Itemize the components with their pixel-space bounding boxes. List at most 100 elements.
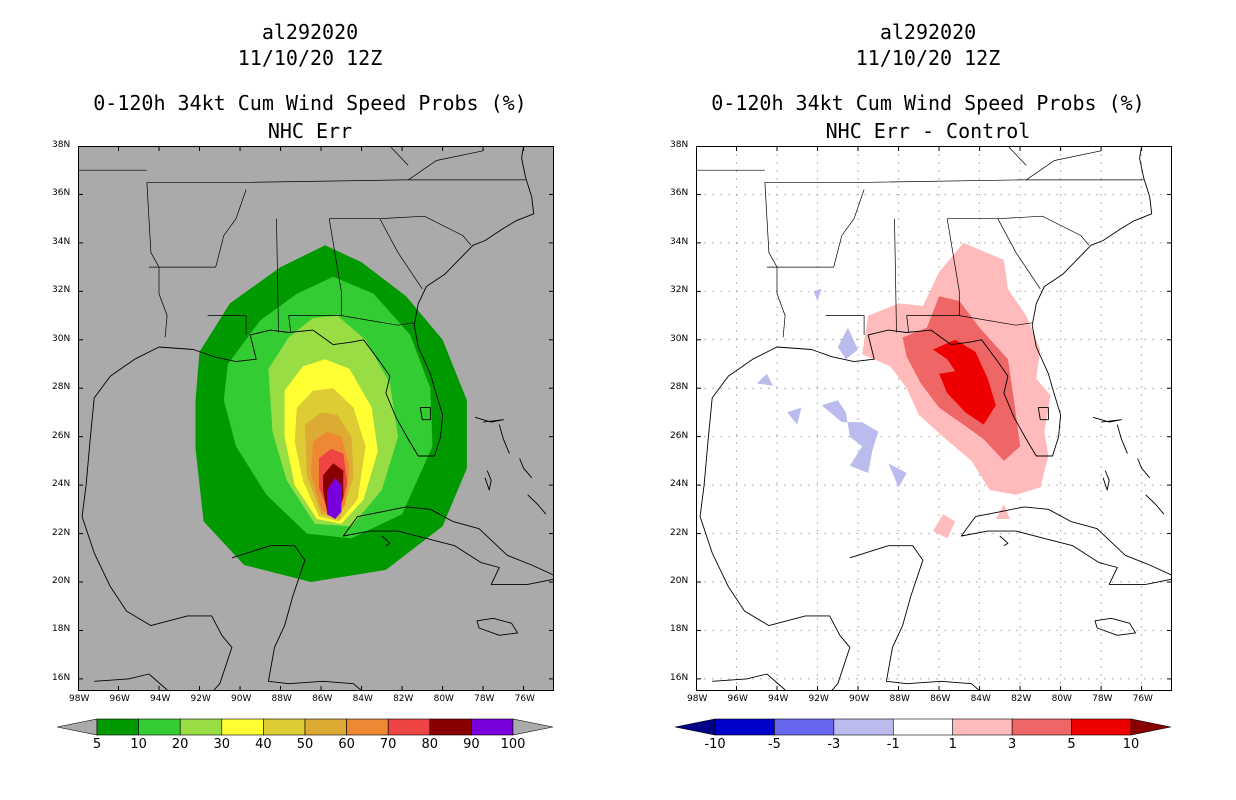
map-border: [78, 146, 554, 691]
colorbar-label: 3: [1008, 737, 1017, 752]
colorbar-segment: [96, 718, 139, 736]
left-map: [78, 146, 554, 691]
lat-label: 34N: [670, 236, 689, 247]
state-boundary: [146, 179, 526, 183]
lake-outline: [419, 407, 431, 421]
left-storm-id: al292020: [261, 20, 359, 44]
lon-label: 88W: [889, 694, 910, 704]
lon-label: 80W: [433, 694, 454, 704]
island-outline: [498, 424, 510, 454]
state-boundary: [1007, 146, 1027, 166]
lon-label: 92W: [808, 694, 829, 704]
state-boundary: [764, 182, 778, 268]
state-boundary: [833, 189, 865, 268]
cuba-outline: [960, 506, 1172, 585]
island-outline: [1137, 458, 1151, 479]
island-outline: [1145, 494, 1165, 515]
colorbar-label: 5: [92, 737, 102, 752]
island-outline: [1092, 416, 1122, 423]
left-subtitle: NHC Err: [267, 119, 353, 143]
lat-label: 34N: [52, 236, 71, 247]
lon-label: 98W: [687, 694, 708, 704]
lat-label: 38N: [52, 140, 71, 150]
state-boundary: [1026, 150, 1102, 181]
lon-label: 92W: [190, 694, 211, 704]
island-outline: [1116, 424, 1128, 454]
lat-label: 28N: [52, 382, 71, 393]
lat-label: 20N: [52, 576, 71, 586]
left-datetime: 11/10/20 12Z: [237, 46, 383, 70]
island-outline: [999, 535, 1009, 547]
lat-label: 26N: [52, 430, 71, 441]
coastline: [81, 146, 535, 691]
lon-label: 78W: [474, 694, 495, 704]
right-subtitle: NHC Err - Control: [825, 119, 1031, 143]
lat-label: 18N: [52, 624, 71, 635]
colorbar-segment: [833, 718, 894, 736]
state-boundary: [146, 182, 160, 268]
lon-label: 94W: [768, 694, 789, 704]
colorbar-label: 40: [255, 737, 272, 752]
colorbar-segment: [138, 718, 181, 736]
colorbar-high-arrow: [512, 718, 553, 736]
lon-label: 94W: [150, 694, 171, 704]
island-outline: [474, 416, 504, 423]
state-boundary: [959, 315, 1033, 326]
island-outline: [484, 470, 492, 491]
lon-label: 78W: [1092, 694, 1113, 704]
lon-label: 90W: [849, 694, 870, 704]
negative-difference-contour: [821, 400, 879, 473]
colorbar-segment: [304, 718, 347, 736]
lon-label: 84W: [352, 694, 373, 704]
lat-label: 22N: [670, 527, 689, 538]
state-boundary: [215, 189, 247, 268]
cuba-outline: [342, 506, 554, 585]
colorbar-label: 70: [379, 737, 397, 752]
lon-label: 86W: [930, 694, 951, 704]
left-colorbar: [57, 718, 553, 736]
right-datetime: 11/10/20 12Z: [855, 46, 1001, 70]
lat-label: 22N: [52, 527, 71, 538]
colorbar-segment: [471, 718, 514, 736]
colorbar-label: 20: [171, 737, 189, 752]
right-storm-id: al292020: [879, 20, 977, 44]
state-boundary: [997, 218, 1041, 290]
negative-difference-contour: [756, 373, 773, 386]
right-title: 0-120h 34kt Cum Wind Speed Probs (%): [711, 91, 1145, 115]
colorbar-segment: [892, 718, 954, 736]
state-boundary: [379, 218, 423, 290]
yucatan-coastline: [849, 545, 981, 691]
lat-label: 24N: [670, 479, 689, 490]
lat-label: 24N: [52, 479, 71, 490]
lat-label: 16N: [670, 672, 689, 683]
state-boundary: [158, 267, 168, 338]
colorbar-label: 80: [421, 737, 439, 752]
state-boundary: [389, 146, 409, 166]
lat-label: 26N: [670, 430, 689, 441]
lat-label: 18N: [670, 624, 689, 635]
colorbar-high-arrow: [1130, 718, 1171, 736]
lon-label: 76W: [1132, 694, 1153, 704]
state-boundary: [276, 218, 279, 333]
lat-label: 16N: [52, 672, 71, 683]
colorbar-label: -5: [767, 737, 781, 752]
jamaica-outline: [1094, 617, 1136, 636]
island-outline: [519, 458, 533, 479]
negative-difference-contour: [787, 407, 802, 425]
colorbar-label: 90: [463, 737, 480, 752]
colorbar-label: -10: [704, 737, 726, 752]
colorbar-segment: [714, 718, 775, 736]
lon-label: 82W: [1011, 694, 1032, 704]
colorbar-segment: [387, 718, 431, 736]
state-boundary: [825, 315, 865, 335]
colorbar-segment: [429, 718, 472, 736]
lat-label: 28N: [670, 382, 689, 393]
colorbar-segment: [179, 718, 223, 736]
lake-outline: [1037, 407, 1049, 421]
coastline: [699, 146, 1153, 691]
state-boundary: [408, 150, 484, 181]
colorbar-low-arrow: [57, 718, 98, 736]
right-map: [696, 146, 1172, 691]
colorbar-segment: [263, 718, 306, 736]
yucatan-coastline: [231, 545, 363, 691]
